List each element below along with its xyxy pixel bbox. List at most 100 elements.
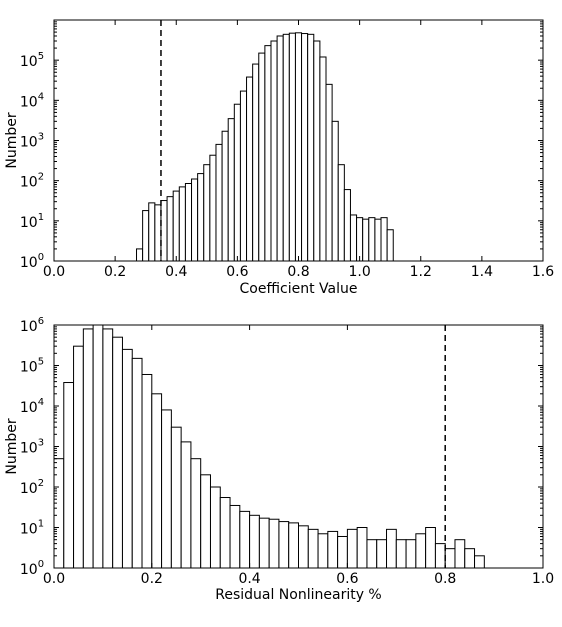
histogram-bar <box>294 32 303 262</box>
x-tick-label: 0.8 <box>287 264 309 280</box>
y-axis-label: Number <box>4 418 20 474</box>
histogram-bar <box>227 118 235 262</box>
x-tick-label: 1.4 <box>471 264 493 280</box>
histogram-bar <box>258 52 266 262</box>
histogram-bar <box>136 248 144 262</box>
x-tick-label: 0.2 <box>104 264 126 280</box>
histogram-bar <box>356 217 364 262</box>
histogram-bar <box>229 504 241 569</box>
histogram-bar <box>405 539 417 569</box>
histogram-bar <box>264 45 272 262</box>
y-tick-label: 101 <box>20 212 44 231</box>
histogram-bar <box>151 393 163 569</box>
histogram-bar <box>425 527 436 569</box>
histogram-bar <box>180 441 192 569</box>
histogram-bar <box>454 539 466 569</box>
histogram-bar <box>386 229 394 262</box>
histogram-bar <box>307 33 315 262</box>
histogram-bar <box>160 200 168 262</box>
histogram-bar <box>331 120 339 262</box>
x-tick-label: 0.2 <box>141 571 163 587</box>
histogram-bar <box>374 218 382 262</box>
histogram-bar <box>170 426 182 569</box>
histogram-bar <box>346 528 358 569</box>
x-axis-label: Coefficient Value <box>240 281 358 297</box>
histogram-bar <box>258 517 270 569</box>
histogram-bar <box>313 40 321 262</box>
histogram-bar <box>246 76 254 262</box>
histogram-bar <box>63 382 75 569</box>
y-tick-label: 105 <box>20 51 44 70</box>
x-tick-label: 0.6 <box>226 264 248 280</box>
histogram-bar <box>349 214 358 262</box>
histogram-bar <box>190 458 202 569</box>
histogram-bar <box>73 345 84 569</box>
histogram-bar <box>368 217 376 262</box>
histogram-bar <box>386 528 397 569</box>
x-tick-label: 1.0 <box>532 571 554 587</box>
bars <box>136 32 394 262</box>
histogram-bar <box>434 543 446 569</box>
histogram-bar <box>239 510 251 569</box>
histogram-bar <box>301 33 309 262</box>
histogram-bar <box>270 40 278 262</box>
y-tick-label: 102 <box>20 172 44 191</box>
x-tick-label: 0.4 <box>238 571 260 587</box>
histogram-bar <box>141 373 153 569</box>
histogram-bar <box>203 164 211 262</box>
histogram-bar <box>82 328 94 569</box>
histogram-bar <box>415 533 427 569</box>
histogram-bar <box>366 539 378 569</box>
histogram-bar <box>161 409 172 569</box>
y-tick-label: 105 <box>20 357 44 376</box>
histogram-bar <box>288 32 296 262</box>
x-tick-label: 0.8 <box>434 571 456 587</box>
histogram-bar <box>337 164 345 262</box>
histogram-bar <box>474 555 485 569</box>
y-axis: 100 101 102 103 104 105 <box>20 21 543 271</box>
histogram-bar <box>209 154 217 262</box>
y-tick-label: 104 <box>20 397 44 416</box>
x-tick-label: 0.0 <box>43 571 65 587</box>
histogram-bar <box>172 190 180 262</box>
histogram-bar <box>112 336 123 569</box>
x-axis: 0.0 0.2 0.4 0.6 0.8 1.0 1.2 1.4 1.6 <box>43 20 554 280</box>
y-tick-label: 102 <box>20 478 44 497</box>
x-tick-label: 0.6 <box>336 571 358 587</box>
histogram-bar <box>154 204 162 262</box>
x-tick-label: 1.6 <box>532 264 554 280</box>
histogram-bar <box>327 530 339 569</box>
histogram-bar <box>444 548 456 569</box>
x-tick-label: 1.2 <box>410 264 432 280</box>
histogram-bar <box>268 518 280 569</box>
histogram-bar <box>219 497 231 569</box>
y-axis: 100 101 102 103 104 105 106 <box>20 316 543 578</box>
histogram-bar <box>178 186 186 262</box>
histogram-bar <box>215 143 223 262</box>
histogram-bar <box>142 210 150 262</box>
histogram-bar <box>376 539 388 569</box>
subplot-2: 0.0 0.2 0.4 0.6 0.8 1.0 100 101 102 103 104 105 106 R… <box>4 316 554 603</box>
histogram-bar <box>282 33 290 262</box>
histogram-bar <box>319 56 327 262</box>
histogram-bar <box>121 348 133 569</box>
histogram-bar <box>298 525 309 569</box>
x-axis: 0.0 0.2 0.4 0.6 0.8 1.0 <box>43 325 554 587</box>
y-tick-label: 103 <box>20 438 44 457</box>
histogram-bar <box>131 357 143 569</box>
subplot-1: 0.0 0.2 0.4 0.6 0.8 1.0 1.2 1.4 1.61001011021031… <box>4 19 554 297</box>
histogram-bar <box>276 35 284 262</box>
histogram-bar <box>317 533 329 569</box>
x-tick-label: 0.4 <box>165 264 187 280</box>
histogram-bar <box>233 103 241 262</box>
histogram-bar <box>395 539 407 569</box>
histogram-bar <box>191 178 199 262</box>
y-tick-label: 100 <box>20 559 44 578</box>
y-tick-label: 104 <box>20 91 44 110</box>
x-tick-label: 1.0 <box>348 264 370 280</box>
histogram-bar <box>102 328 114 569</box>
histogram-bar <box>166 196 174 262</box>
histogram-bar <box>362 218 370 262</box>
